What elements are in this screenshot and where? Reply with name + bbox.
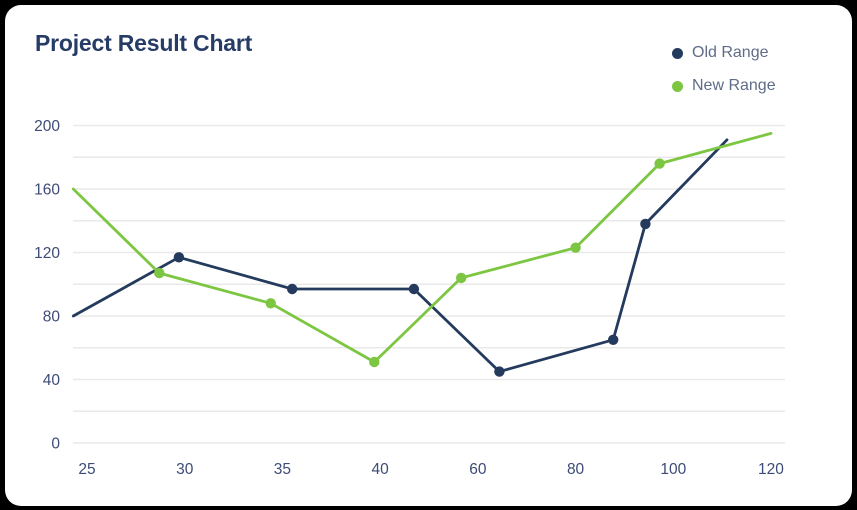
legend-item-old-range[interactable]: Old Range bbox=[672, 42, 776, 64]
legend-item-new-range[interactable]: New Range bbox=[672, 75, 776, 97]
legend-item-label: Old Range bbox=[692, 44, 769, 61]
legend-item-label: New Range bbox=[692, 77, 776, 94]
legend-dot-icon bbox=[672, 47, 683, 59]
legend-dot-icon bbox=[672, 80, 683, 92]
chart-title: Project Result Chart bbox=[35, 30, 253, 56]
chart-legend: Old Range New Range bbox=[672, 42, 776, 97]
